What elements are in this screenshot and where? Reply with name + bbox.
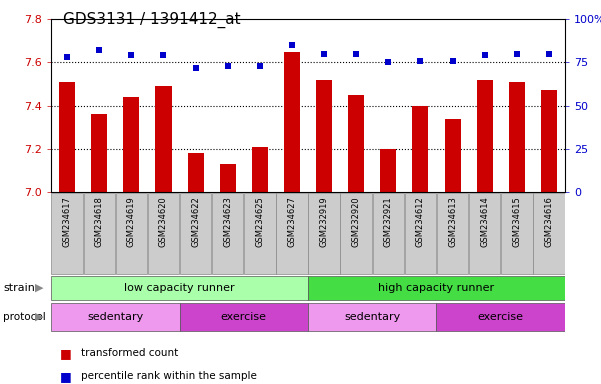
Text: percentile rank within the sample: percentile rank within the sample	[81, 371, 257, 381]
Point	[63, 54, 72, 60]
Point	[352, 51, 361, 57]
Bar	[437, 193, 468, 274]
Point	[94, 47, 104, 53]
Text: sedentary: sedentary	[87, 312, 144, 322]
Bar	[212, 193, 243, 274]
Bar	[308, 303, 436, 331]
Text: ■: ■	[60, 347, 72, 360]
Text: sedentary: sedentary	[344, 312, 400, 322]
Bar	[412, 106, 429, 192]
Bar	[308, 193, 340, 274]
Bar	[308, 276, 565, 300]
Bar	[477, 80, 493, 192]
Text: GSM234616: GSM234616	[545, 196, 554, 247]
Bar	[533, 193, 564, 274]
Bar	[148, 193, 179, 274]
Point	[127, 53, 136, 59]
Bar	[52, 193, 83, 274]
Bar	[51, 303, 180, 331]
Bar	[501, 193, 532, 274]
Text: GSM234619: GSM234619	[127, 196, 136, 247]
Point	[223, 63, 233, 69]
Text: ▶: ▶	[35, 312, 43, 322]
Bar	[59, 82, 75, 192]
Bar	[380, 149, 396, 192]
Bar	[188, 153, 204, 192]
Point	[319, 51, 329, 57]
Bar	[508, 82, 525, 192]
Text: GSM234617: GSM234617	[63, 196, 72, 247]
Text: GSM234620: GSM234620	[159, 196, 168, 247]
Bar	[84, 193, 115, 274]
Text: GSM234618: GSM234618	[95, 196, 104, 247]
Text: ■: ■	[60, 370, 72, 383]
Text: GDS3131 / 1391412_at: GDS3131 / 1391412_at	[63, 12, 241, 28]
Point	[255, 63, 264, 69]
Text: GSM234622: GSM234622	[191, 196, 200, 247]
Text: GSM234614: GSM234614	[480, 196, 489, 247]
Bar	[123, 97, 139, 192]
Bar	[284, 51, 300, 192]
Bar	[373, 193, 404, 274]
Text: GSM232921: GSM232921	[384, 196, 393, 247]
Text: exercise: exercise	[221, 312, 267, 322]
Point	[416, 58, 426, 64]
Text: exercise: exercise	[478, 312, 523, 322]
Bar	[156, 86, 171, 192]
Text: GSM234625: GSM234625	[255, 196, 264, 247]
Bar	[276, 193, 308, 274]
Point	[191, 65, 200, 71]
Text: GSM234623: GSM234623	[223, 196, 232, 247]
Text: GSM232920: GSM232920	[352, 196, 361, 247]
Bar	[51, 276, 308, 300]
Bar	[404, 193, 436, 274]
Text: high capacity runner: high capacity runner	[379, 283, 495, 293]
Point	[383, 60, 393, 66]
Point	[159, 53, 168, 59]
Bar	[445, 119, 460, 192]
Text: GSM232919: GSM232919	[320, 196, 329, 247]
Text: GSM234615: GSM234615	[512, 196, 521, 247]
Bar	[91, 114, 108, 192]
Text: GSM234613: GSM234613	[448, 196, 457, 247]
Bar	[220, 164, 236, 192]
Text: protocol: protocol	[3, 312, 46, 322]
Bar	[115, 193, 147, 274]
Text: ▶: ▶	[35, 283, 43, 293]
Bar	[541, 91, 557, 192]
Text: GSM234627: GSM234627	[287, 196, 296, 247]
Bar	[436, 303, 565, 331]
Point	[544, 51, 554, 57]
Text: strain: strain	[3, 283, 35, 293]
Bar	[244, 193, 276, 274]
Bar	[316, 80, 332, 192]
Bar	[180, 193, 212, 274]
Text: low capacity runner: low capacity runner	[124, 283, 235, 293]
Point	[512, 51, 522, 57]
Text: GSM234612: GSM234612	[416, 196, 425, 247]
Point	[480, 53, 489, 59]
Bar	[252, 147, 268, 192]
Bar	[340, 193, 372, 274]
Bar	[180, 303, 308, 331]
Text: transformed count: transformed count	[81, 348, 178, 358]
Bar	[469, 193, 501, 274]
Point	[287, 42, 297, 48]
Point	[448, 58, 457, 64]
Bar	[348, 95, 364, 192]
